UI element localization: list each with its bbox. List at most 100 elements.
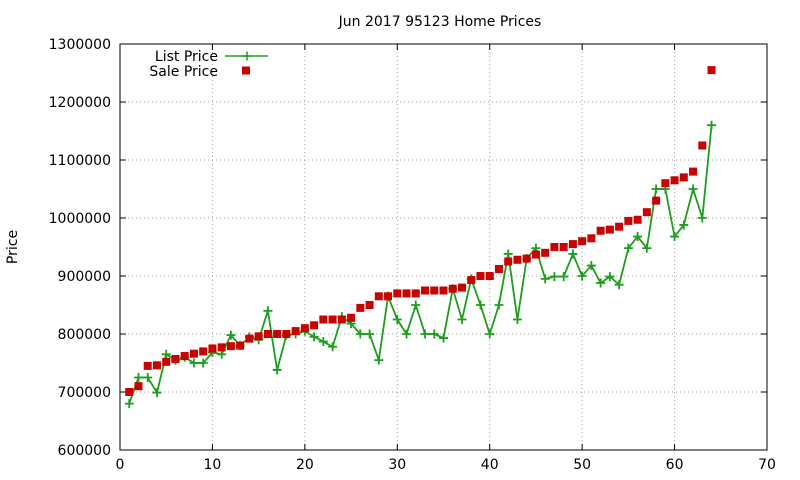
- sale-price-point: [531, 250, 540, 259]
- sale-price-point: [513, 255, 522, 264]
- sale-price-point: [263, 330, 272, 338]
- sale-price-point: [504, 257, 513, 266]
- list-price-point: [420, 329, 430, 339]
- list-price-point: [161, 349, 171, 359]
- sale-price-point: [291, 327, 300, 336]
- list-price-point: [402, 329, 412, 339]
- sale-price-point: [652, 196, 661, 205]
- sale-price-point: [134, 382, 143, 391]
- legend-marker-list-price: [242, 51, 252, 61]
- sale-price-point: [615, 222, 624, 231]
- x-tick-label: 30: [388, 457, 406, 473]
- grid: [120, 44, 767, 450]
- y-tick-label: 600000: [58, 443, 111, 459]
- sale-price-point: [698, 141, 707, 150]
- list-price-point: [614, 280, 624, 290]
- sale-price-point: [411, 289, 420, 298]
- sale-price-point: [337, 315, 346, 324]
- list-price-point: [133, 373, 143, 382]
- legend-marker-sale-price: [242, 66, 250, 75]
- list-price-point: [568, 249, 578, 259]
- sale-price-point: [143, 361, 152, 370]
- sale-price-point: [457, 283, 466, 292]
- list-price-point: [272, 365, 282, 375]
- sale-price-point: [310, 321, 319, 330]
- sale-price-point: [661, 179, 670, 188]
- list-price-point: [328, 342, 338, 352]
- list-price-point: [651, 184, 661, 194]
- axis-ticks: [119, 43, 768, 451]
- sale-price-point: [642, 208, 651, 217]
- sale-price-point: [245, 334, 254, 343]
- list-price-point: [226, 330, 236, 340]
- sale-price-point: [670, 176, 679, 185]
- sale-price-point: [605, 225, 614, 234]
- list-price-point: [503, 249, 513, 259]
- list-price-point: [633, 232, 643, 242]
- sale-price-point: [522, 254, 531, 263]
- list-price-point: [355, 329, 365, 339]
- list-price-point: [475, 300, 485, 310]
- sale-price-point: [689, 167, 698, 176]
- list-price-point: [642, 243, 652, 253]
- sale-price-point: [541, 248, 550, 257]
- sale-price-point: [273, 330, 282, 338]
- list-price-point: [549, 272, 559, 282]
- sale-price-point: [402, 289, 411, 298]
- y-tick-labels: 600000 700000 800000 900000 1000000 1100000 12…: [49, 37, 111, 459]
- sale-price-point: [707, 66, 716, 75]
- y-tick-label: 1200000: [49, 95, 111, 111]
- x-tick-label: 60: [666, 457, 684, 473]
- list-price-point: [540, 274, 550, 284]
- sale-price-point: [430, 286, 439, 295]
- sale-price-point: [319, 315, 328, 324]
- sale-price-point: [559, 243, 568, 251]
- list-price-point: [512, 315, 522, 324]
- list-price-point: [263, 306, 273, 316]
- y-tick-label: 900000: [58, 269, 111, 285]
- x-tick-label: 10: [204, 457, 222, 473]
- x-tick-label: 70: [758, 457, 776, 473]
- sale-price-point: [189, 349, 198, 358]
- sale-price-point: [578, 237, 587, 246]
- x-tick-label: 20: [296, 457, 314, 473]
- sale-price-point: [485, 272, 494, 280]
- sale-price-point: [300, 324, 309, 333]
- list-price-point: [577, 271, 587, 281]
- list-price-point: [411, 300, 421, 310]
- list-price-point: [457, 315, 467, 324]
- sale-price-point: [421, 286, 430, 295]
- x-tick-labels: 0 10 20 30 40 50 60 70: [116, 457, 776, 473]
- sale-price-point: [587, 234, 596, 243]
- legend-label-list-price: List Price: [155, 49, 218, 65]
- sale-price-point: [356, 303, 365, 312]
- sale-price-point: [448, 284, 457, 293]
- list-price-line: [128, 125, 713, 404]
- y-tick-label: 800000: [58, 327, 111, 343]
- y-tick-label: 1000000: [49, 211, 111, 227]
- sale-price-point: [596, 226, 605, 235]
- list-price-point: [679, 220, 689, 230]
- sale-price-point: [208, 344, 217, 353]
- list-price-point: [198, 358, 208, 368]
- y-tick-label: 1100000: [49, 153, 111, 169]
- chart-title: Jun 2017 95123 Home Prices: [338, 14, 542, 30]
- sale-price-point: [633, 215, 642, 224]
- list-price-point: [124, 399, 134, 409]
- list-price-point: [439, 333, 448, 343]
- list-price-point: [596, 278, 606, 288]
- list-price-point: [152, 388, 162, 398]
- sale-price-point: [199, 347, 208, 356]
- sale-price-point: [467, 276, 476, 285]
- sale-price-point: [624, 216, 633, 225]
- sale-price-point: [217, 343, 226, 352]
- sale-price-point: [439, 286, 448, 295]
- x-tick-label: 0: [116, 457, 125, 473]
- list-price-point: [670, 232, 680, 242]
- list-price-point: [586, 261, 596, 271]
- sale-price-point: [374, 292, 383, 301]
- list-price-point: [494, 300, 504, 310]
- x-tick-label: 40: [481, 457, 499, 473]
- list-price-point: [143, 373, 153, 382]
